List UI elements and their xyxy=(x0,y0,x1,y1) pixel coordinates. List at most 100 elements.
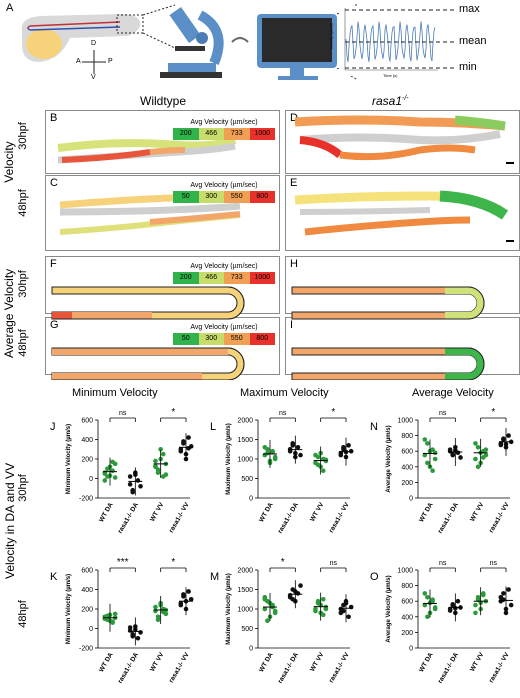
data-point xyxy=(105,617,110,623)
data-point xyxy=(298,452,303,458)
chart-l: L Maximum Velocity (µm/s) 0 500 1000 1500 2000… xyxy=(210,407,354,535)
data-point xyxy=(160,451,166,457)
x-tick-label: WT DA xyxy=(98,651,115,673)
data-point xyxy=(425,460,430,466)
x-tick-label: rasa1-/- VV xyxy=(168,651,191,684)
arrow-icon xyxy=(231,37,249,43)
vessel-c-orange xyxy=(149,211,241,225)
data-point xyxy=(265,618,270,623)
vessel-heatmaps xyxy=(57,115,514,242)
x-tick-label: rasa1-/- VV xyxy=(168,501,191,534)
data-point xyxy=(186,445,191,451)
x-tick-label: WT DA xyxy=(258,501,275,523)
data-point xyxy=(127,482,133,487)
data-point xyxy=(290,443,296,448)
vessel-e-gray xyxy=(299,207,431,215)
data-point xyxy=(320,468,326,473)
data-point xyxy=(506,433,511,438)
trace-xlabel: Time (s) xyxy=(383,73,398,78)
data-point xyxy=(102,471,108,476)
compass-v: V xyxy=(91,74,96,81)
data-point xyxy=(153,458,158,464)
data-point xyxy=(458,455,463,460)
data-point xyxy=(501,436,506,442)
x-tick-label: rasa1-/- DA xyxy=(437,501,460,534)
data-point xyxy=(473,456,478,462)
embryo-illustration xyxy=(21,4,176,62)
vessel-d-red xyxy=(299,136,343,159)
y-tick-label: 400 xyxy=(81,437,93,444)
data-point xyxy=(290,596,296,602)
panel-letter-g: G xyxy=(50,319,59,331)
chart-title-min: Minimum Velocity xyxy=(72,387,158,399)
x-tick-label: WT VV xyxy=(469,501,486,523)
y-tick-label: 500 xyxy=(241,476,253,483)
y-tick-label: 200 xyxy=(81,607,93,614)
x-tick-label: rasa1-/- DA xyxy=(437,651,460,684)
y-tick-label: 600 xyxy=(401,449,413,456)
data-point xyxy=(432,450,438,456)
avg-vessel-h xyxy=(291,286,485,320)
y-tick-label: 200 xyxy=(81,457,93,464)
data-point xyxy=(186,435,191,440)
x-tick-label: rasa1-/- VV xyxy=(328,501,351,534)
compass-p: P xyxy=(108,58,113,65)
panel-letter-k: K xyxy=(50,571,58,583)
panel-letter-m: M xyxy=(210,571,219,583)
data-point xyxy=(155,617,161,623)
chart-title-max: Maximum Velocity xyxy=(240,387,329,399)
scale-bar-d xyxy=(506,162,514,164)
y-tick-label: 600 xyxy=(401,599,413,606)
trace-min-label: min xyxy=(459,61,477,73)
sig-label: ns xyxy=(119,410,127,417)
panel-letter-b: B xyxy=(50,112,58,124)
panel-letter-h: H xyxy=(290,258,298,270)
y-axis-label: Minimum Velocity (µm/s) xyxy=(66,424,72,494)
sig-label: * xyxy=(171,557,175,568)
chart-o: O Average Velocity (µm/s) 0 200 400 600 800 100… xyxy=(370,560,514,685)
y-tick-label: 400 xyxy=(401,614,413,621)
x-tick-label: WT DA xyxy=(418,501,435,523)
data-point xyxy=(498,442,504,448)
x-tick-label: rasa1-/- DA xyxy=(117,651,140,684)
data-point xyxy=(130,634,136,639)
panel-letter-c: C xyxy=(50,177,58,189)
x-tick-label: rasa1-/- DA xyxy=(277,651,300,684)
data-point xyxy=(138,484,143,489)
y-tick-label: 1500 xyxy=(237,587,253,594)
vessel-b-orange xyxy=(149,147,186,155)
data-point xyxy=(425,595,430,600)
panel-letter-e: E xyxy=(290,177,298,189)
data-point xyxy=(346,614,351,620)
y-tick-label: 400 xyxy=(401,464,413,471)
sig-label: ns xyxy=(439,560,447,567)
sig-label: ns xyxy=(490,560,498,567)
average-vessel-diagrams xyxy=(51,286,485,380)
data-point xyxy=(127,625,133,630)
data-point xyxy=(298,583,303,588)
vessel-b-top xyxy=(57,136,237,152)
data-point xyxy=(138,630,143,635)
chart-m: M Maximum Velocity (µm/s) 0 500 1000 1500 2000… xyxy=(210,557,354,685)
x-tick-label: WT DA xyxy=(418,651,435,673)
y-tick-label: 0 xyxy=(89,476,93,483)
legend-b: Avg Velocity (µm/sec) 200 466 733 1000 xyxy=(173,117,275,141)
y-tick-label: 800 xyxy=(401,433,413,440)
data-point xyxy=(450,602,456,607)
microscope-icon xyxy=(160,7,224,78)
x-tick-label: WT DA xyxy=(258,651,275,673)
data-point xyxy=(432,605,438,610)
data-point xyxy=(320,596,326,602)
data-point xyxy=(508,602,514,608)
data-point xyxy=(473,602,478,608)
y-tick-label: 200 xyxy=(401,630,413,637)
x-tick-label: WT VV xyxy=(309,501,326,523)
data-point xyxy=(425,441,430,446)
data-point xyxy=(475,445,481,450)
data-point xyxy=(432,456,438,462)
panel-letter-i: I xyxy=(290,319,294,331)
data-point xyxy=(262,606,268,612)
data-point xyxy=(480,455,486,460)
vessel-d-gray xyxy=(299,130,501,145)
data-point xyxy=(346,443,351,448)
